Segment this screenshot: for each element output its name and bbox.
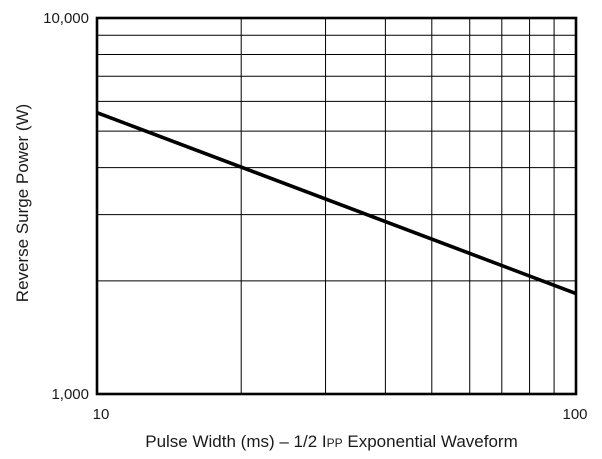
x-tick-label-max: 100 [562, 406, 587, 423]
x-axis-title-subscript: PP [327, 436, 343, 450]
y-tick-label-max: 10,000 [43, 10, 89, 27]
grid [97, 18, 576, 394]
x-axis-title-tail: Exponential Waveform [343, 432, 518, 451]
x-axis-title: Pulse Width (ms) – 1/2 IPP Exponential W… [145, 432, 518, 451]
y-tick-label-min: 1,000 [51, 386, 89, 403]
plot-frame [95, 16, 578, 396]
y-axis-title: Reverse Surge Power (W) [13, 104, 32, 302]
x-tick-label-min: 10 [93, 406, 110, 423]
surge-power-curve [96, 110, 577, 296]
x-axis-title-main: Pulse Width (ms) – 1/2 I [145, 432, 326, 451]
